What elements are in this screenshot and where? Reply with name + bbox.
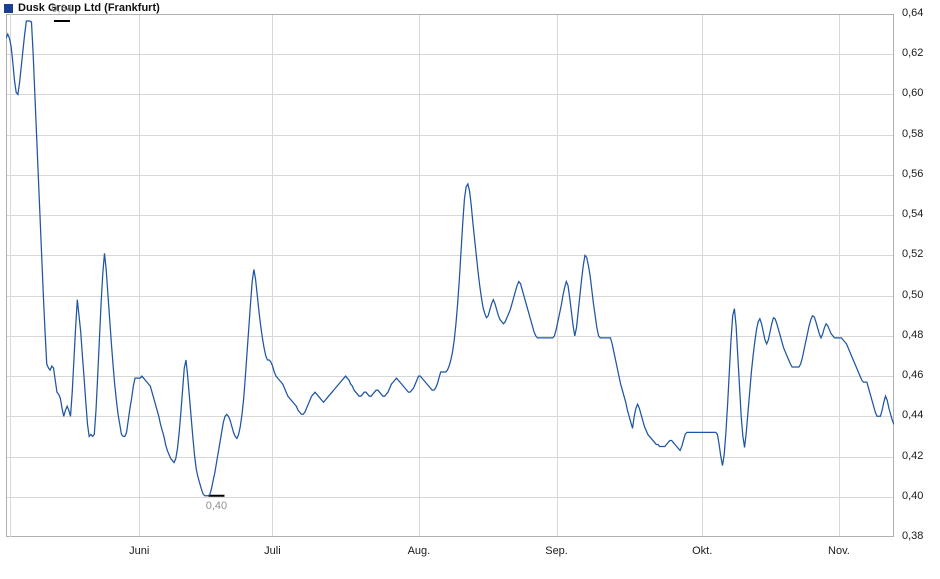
y-axis-tick-label: 0,60 — [902, 87, 924, 100]
x-axis-tick-label: Juli — [264, 545, 281, 557]
y-axis-tick-label: 0,46 — [902, 369, 924, 382]
x-axis-tick-label: Sep. — [545, 545, 568, 557]
y-axis-tick-label: 0,44 — [902, 409, 924, 422]
x-axis-tick-label: Aug. — [407, 545, 431, 557]
y-axis-tick-label: 0,40 — [902, 489, 924, 502]
y-axis-tick-label: 0,52 — [902, 248, 924, 261]
gridlines — [6, 14, 894, 537]
x-axis-tick-label: Nov. — [828, 545, 850, 557]
extreme-markers — [53, 20, 225, 497]
price-line — [6, 20, 894, 497]
y-axis-tick-label: 0,38 — [902, 530, 924, 542]
x-axis-tick-label: Juni — [129, 545, 150, 557]
plot-area — [6, 14, 894, 537]
y-axis-tick-label: 0,42 — [902, 449, 924, 462]
legend-series-label: Dusk Group Ltd (Frankfurt) — [18, 2, 160, 14]
x-axis-tick-label: Okt. — [692, 545, 713, 557]
chart-low-label: 0,40 — [205, 499, 228, 512]
legend-color-swatch — [4, 3, 13, 13]
y-axis-tick-label: 0,62 — [902, 47, 924, 60]
y-axis-tick-label: 0,64 — [902, 7, 924, 19]
y-axis-tick-label: 0,56 — [902, 167, 924, 180]
y-axis-tick-label: 0,48 — [902, 328, 924, 341]
chart-canvas — [6, 14, 894, 537]
y-axis-tick-label: 0,54 — [902, 208, 924, 221]
y-axis-tick-label: 0,50 — [902, 288, 924, 301]
y-axis-tick-label: 0,58 — [902, 127, 924, 140]
plot-frame — [6, 14, 894, 537]
chart-high-label: 0,64 — [51, 3, 73, 16]
chart-legend: Dusk Group Ltd (Frankfurt) — [4, 1, 160, 15]
